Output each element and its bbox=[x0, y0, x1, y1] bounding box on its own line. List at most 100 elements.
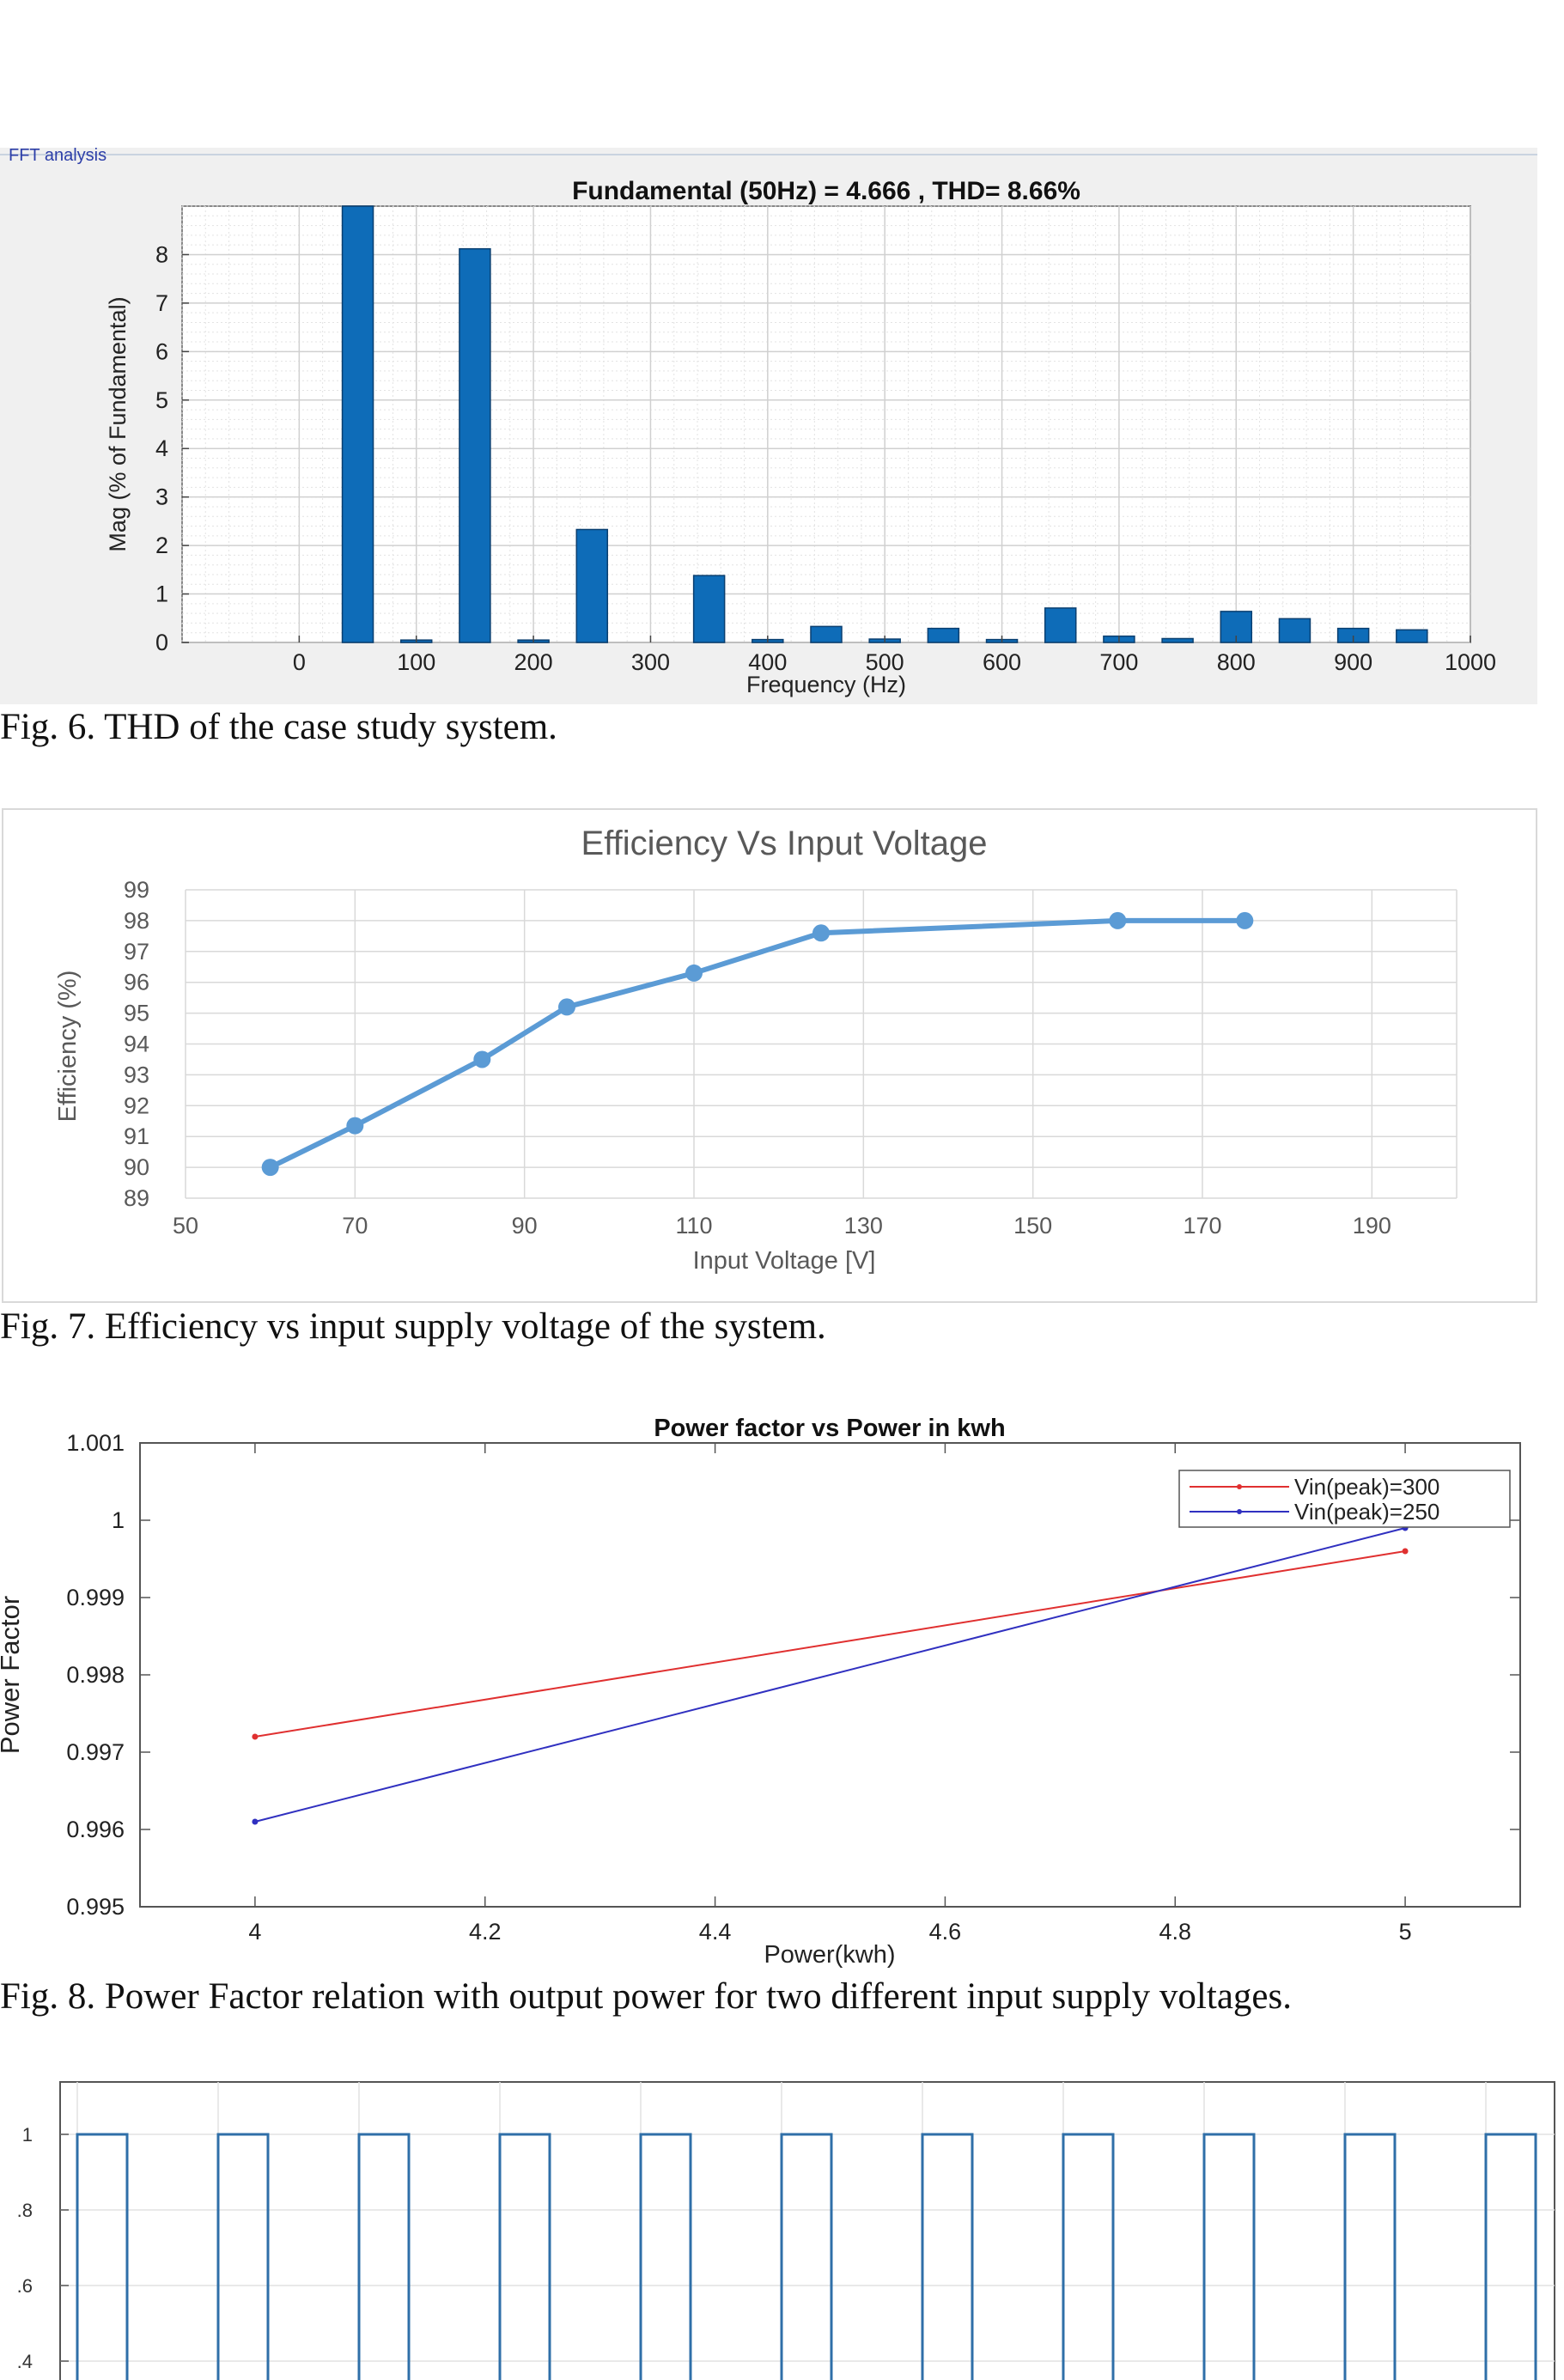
pf-y-label: Power Factor bbox=[0, 1596, 25, 1754]
fft-x-ticks: 0 100 200 300 400 500 600 700 800 900 1000 bbox=[293, 636, 1496, 675]
pulse-y-tick-label: .6 bbox=[17, 2275, 33, 2297]
fig8-caption: Fig. 8. Power Factor relation with outpu… bbox=[0, 1976, 1292, 2017]
efficiency-y-tick-label: 89 bbox=[124, 1185, 149, 1211]
pf-y-tick-label: 0.998 bbox=[66, 1662, 125, 1688]
pf-y-tick-label: 0.996 bbox=[66, 1817, 125, 1842]
pulse-series bbox=[76, 2133, 1537, 2380]
efficiency-frame bbox=[2, 808, 1537, 1303]
fft-y-tick-label: 1 bbox=[155, 581, 168, 607]
pulse-segment bbox=[357, 2133, 411, 2380]
fft-y-tick-label: 4 bbox=[155, 435, 168, 461]
efficiency-y-tick-label: 96 bbox=[124, 970, 149, 995]
fft-title: Fundamental (50Hz) = 4.666 , THD= 8.66% bbox=[572, 177, 1080, 205]
pf-y-tick-label: 1 bbox=[112, 1507, 125, 1533]
fft-bar bbox=[459, 247, 491, 643]
fft-bar bbox=[692, 575, 726, 643]
pf-legend-marker bbox=[1237, 1509, 1242, 1514]
fft-bar bbox=[1044, 607, 1077, 643]
efficiency-series bbox=[261, 911, 1254, 1177]
pf-title: Power factor vs Power in kwh bbox=[654, 1415, 1005, 1442]
efficiency-y-tick-label: 93 bbox=[124, 1062, 149, 1087]
efficiency-y-tick-label: 97 bbox=[124, 939, 149, 965]
fft-y-tick-label: 2 bbox=[155, 533, 168, 558]
fft-x-label: Frequency (Hz) bbox=[746, 672, 906, 697]
pf-y-tick-label: 0.995 bbox=[66, 1894, 125, 1920]
efficiency-x-tick-label: 70 bbox=[342, 1213, 368, 1239]
efficiency-y-tick-label: 98 bbox=[124, 908, 149, 934]
pf-y-tick-label: 0.999 bbox=[66, 1585, 125, 1610]
fft-y-tick-label: 0 bbox=[155, 630, 168, 655]
efficiency-point bbox=[812, 924, 830, 942]
fft-y-tick-label: 8 bbox=[155, 241, 168, 267]
pf-series-point bbox=[252, 1818, 259, 1825]
efficiency-point bbox=[685, 964, 703, 982]
efficiency-x-tick-label: 190 bbox=[1353, 1213, 1391, 1239]
efficiency-x-tick-label: 170 bbox=[1183, 1213, 1221, 1239]
fft-y-ticks: 0 1 2 3 4 5 6 7 8 bbox=[155, 241, 189, 655]
efficiency-grid bbox=[185, 889, 1458, 1199]
pf-x-tick-label: 5 bbox=[1399, 1919, 1412, 1945]
efficiency-y-tick-label: 94 bbox=[124, 1032, 149, 1057]
efficiency-y-tick-label: 95 bbox=[124, 1001, 149, 1026]
efficiency-x-tick-label: 130 bbox=[844, 1213, 883, 1239]
fft-bar bbox=[1278, 618, 1311, 643]
fft-panel-label[interactable]: FFT analysis bbox=[9, 146, 106, 165]
pf-y-ticks: 0.995 0.996 0.997 0.998 0.999 1 1.001 bbox=[66, 1430, 1520, 1920]
fft-x-tick-label: 400 bbox=[748, 649, 787, 675]
pf-x-tick-label: 4.6 bbox=[929, 1919, 962, 1945]
fft-y-tick-label: 6 bbox=[155, 338, 168, 364]
pulse-y-tick-label: .8 bbox=[17, 2200, 33, 2221]
fft-x-tick-label: 300 bbox=[631, 649, 670, 675]
pf-series-line bbox=[254, 1550, 1406, 1738]
fft-x-tick-label: 900 bbox=[1334, 649, 1372, 675]
pulse-segment bbox=[76, 2133, 129, 2380]
efficiency-point bbox=[1236, 911, 1254, 929]
efficiency-chart: 50 70 90 110 130 150 170 190 89 90 91 92 93 94 95 96 97… bbox=[2, 808, 1537, 1303]
pf-legend-label: Vin(peak)=250 bbox=[1294, 1499, 1439, 1525]
pulse-segment bbox=[1343, 2133, 1397, 2380]
efficiency-x-tick-label: 150 bbox=[1013, 1213, 1052, 1239]
pulse-segment bbox=[1202, 2133, 1256, 2380]
fft-chart: FFT analysis 0 100 200 300 400 500 600 700 800 90… bbox=[0, 146, 1537, 704]
power-factor-chart: 4 4.2 4.4 4.6 4.8 5 0.995 0.996 0.997 0.998 0.999… bbox=[0, 1415, 1521, 1969]
efficiency-x-tick-label: 110 bbox=[675, 1213, 712, 1239]
efficiency-x-label: Input Voltage [V] bbox=[693, 1247, 876, 1275]
pulse-segment bbox=[780, 2133, 833, 2380]
efficiency-y-ticks: 89 90 91 92 93 94 95 96 97 98 99 bbox=[124, 877, 149, 1211]
efficiency-y-label: Efficiency (%) bbox=[54, 971, 82, 1123]
efficiency-line bbox=[267, 917, 1248, 1171]
efficiency-point bbox=[473, 1050, 491, 1068]
pf-series-line bbox=[254, 1527, 1406, 1823]
efficiency-point bbox=[558, 998, 575, 1016]
efficiency-point bbox=[346, 1117, 364, 1135]
fft-y-tick-label: 7 bbox=[155, 290, 168, 316]
fft-y-tick-label: 3 bbox=[155, 484, 168, 510]
pf-legend-marker bbox=[1237, 1484, 1242, 1489]
fft-x-tick-label: 100 bbox=[397, 649, 435, 675]
fft-bar bbox=[575, 528, 609, 643]
pf-legend-label: Vin(peak)=300 bbox=[1294, 1474, 1439, 1500]
fft-x-tick-label: 200 bbox=[514, 649, 553, 675]
pulse-y-tick-label: .4 bbox=[17, 2351, 33, 2372]
pf-x-ticks: 4 4.2 4.4 4.6 4.8 5 bbox=[248, 1443, 1412, 1945]
efficiency-x-tick-label: 90 bbox=[512, 1213, 538, 1239]
pulse-segment bbox=[498, 2133, 551, 2380]
efficiency-point bbox=[261, 1159, 279, 1177]
efficiency-y-tick-label: 92 bbox=[124, 1093, 149, 1118]
pf-y-tick-label: 0.997 bbox=[66, 1739, 125, 1765]
pf-x-tick-label: 4 bbox=[248, 1919, 261, 1945]
pf-series-point bbox=[252, 1733, 259, 1740]
fft-bar bbox=[341, 205, 374, 643]
fft-y-label: Mag (% of Fundamental) bbox=[105, 296, 131, 551]
fft-x-tick-label: 600 bbox=[983, 649, 1021, 675]
fft-plot-area bbox=[181, 205, 1471, 643]
fft-bar bbox=[1161, 637, 1194, 643]
pulse-y-ticks: 1 .8 .6 .4 bbox=[17, 2124, 69, 2372]
efficiency-y-tick-label: 90 bbox=[124, 1154, 149, 1180]
efficiency-x-tick-label: 50 bbox=[173, 1213, 198, 1239]
fft-x-tick-label: 500 bbox=[866, 649, 904, 675]
pulse-segment bbox=[639, 2133, 692, 2380]
efficiency-title: Efficiency Vs Input Voltage bbox=[581, 825, 988, 862]
